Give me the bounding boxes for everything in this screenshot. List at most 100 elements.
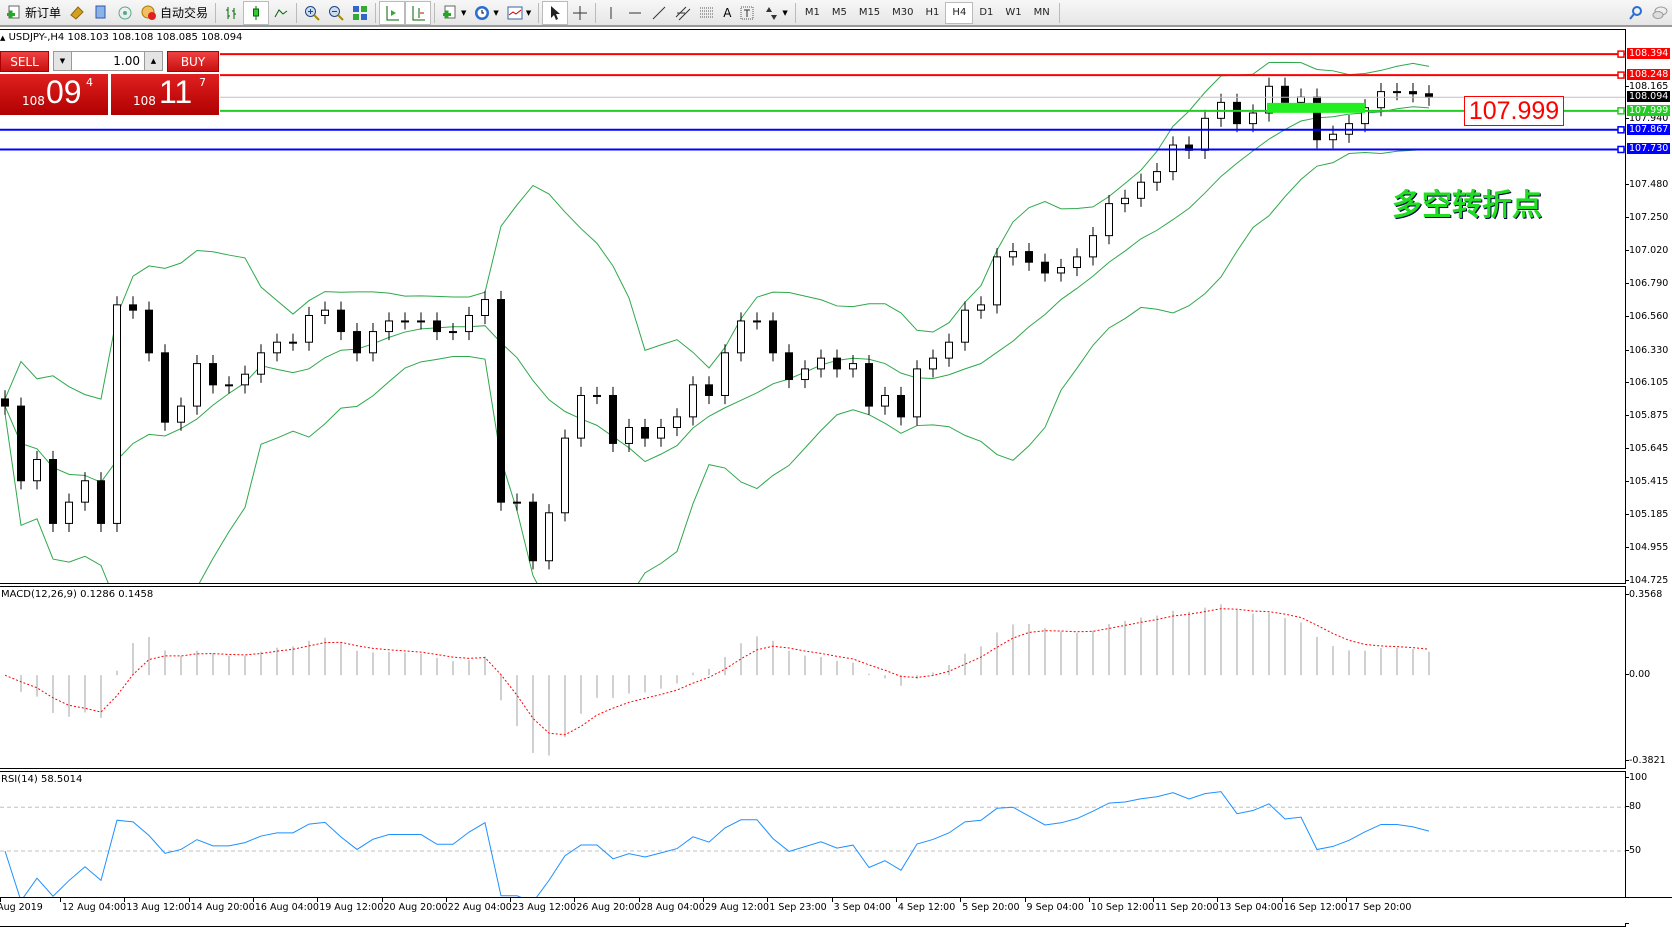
candle <box>705 376 713 405</box>
candle <box>897 386 905 426</box>
timeframe-mn[interactable]: MN <box>1033 7 1050 18</box>
time-label: 29 Aug 12:00 <box>705 902 770 913</box>
candle <box>353 322 361 362</box>
chart-window: ▲ USDJPY-,H4 108.103 108.108 108.085 108… <box>0 29 1672 952</box>
data-window-button[interactable] <box>89 1 113 25</box>
candle <box>1089 227 1097 266</box>
zoom-in-button[interactable] <box>300 1 324 25</box>
sell-price-fraction: 4 <box>86 76 93 89</box>
candle <box>1233 93 1241 133</box>
auto-scroll-button[interactable] <box>379 0 406 25</box>
vertical-line-button[interactable] <box>599 1 623 25</box>
sell-button[interactable]: SELL <box>0 51 49 72</box>
sell-price[interactable]: 108 09 4 <box>0 74 108 115</box>
line-chart-button[interactable] <box>269 1 293 25</box>
candle <box>801 360 809 389</box>
timeframe-h1[interactable]: H1 <box>925 7 940 18</box>
time-label: 14 Aug 20:00 <box>190 902 255 913</box>
price-axis[interactable]: 108.165 107.940 107.480 107.250 107.020 106.7… <box>1626 29 1672 586</box>
buy-price[interactable]: 108 11 7 <box>111 74 219 115</box>
candlestick-button[interactable] <box>243 0 270 25</box>
database-icon <box>95 5 106 18</box>
buy-button[interactable]: BUY <box>167 51 219 72</box>
one-click-trading-panel: SELL ▼ 1.00 ▲ BUY 108 09 4 108 11 7 <box>0 51 220 115</box>
separator <box>1058 2 1060 23</box>
auto-trading-button[interactable]: 自动交易 <box>137 1 212 25</box>
candle <box>1169 136 1177 181</box>
time-tick <box>60 898 61 902</box>
level-handle[interactable] <box>1617 107 1625 115</box>
chat-button[interactable] <box>1648 1 1672 25</box>
timeframe-d1[interactable]: D1 <box>979 7 994 18</box>
level-price-tag: 107.730 <box>1627 143 1671 155</box>
price-tick <box>1626 480 1629 482</box>
fibonacci-button[interactable] <box>695 1 719 25</box>
candle <box>753 312 761 330</box>
time-tick <box>252 898 254 902</box>
candle <box>1409 82 1417 103</box>
price-tick-label: 105.415 <box>1629 475 1669 487</box>
decrease-lot-button[interactable]: ▼ <box>54 52 72 70</box>
level-handle[interactable] <box>1617 145 1625 154</box>
macd-title: MACD(12,26,9) 0.1286 0.1458 <box>1 589 154 600</box>
price-tick <box>1626 546 1629 548</box>
price-pane[interactable]: ▲ USDJPY-,H4 108.103 108.108 108.085 108… <box>0 29 1626 584</box>
time-tick <box>381 898 383 902</box>
lot-size-stepper[interactable]: ▼ 1.00 ▲ <box>53 51 163 71</box>
price-tick <box>1626 349 1629 351</box>
timeframe-m30[interactable]: M30 <box>892 7 914 18</box>
candle <box>113 296 121 533</box>
candle <box>785 344 793 389</box>
level-handle[interactable] <box>1617 126 1625 134</box>
macd-axis: 0.3568 0.00 -0.3821 <box>1626 586 1672 769</box>
search-button[interactable] <box>1624 1 1648 25</box>
candle <box>129 296 137 319</box>
chevron-down-icon: ▼ <box>782 8 788 17</box>
level-handle[interactable] <box>1617 71 1625 79</box>
indicators-button[interactable]: ▼ <box>438 1 470 25</box>
rsi-tick <box>1626 777 1629 778</box>
periods-button[interactable]: ▼ <box>470 1 502 25</box>
time-label: 5 Sep 20:00 <box>962 902 1020 913</box>
rsi-line <box>4 791 1430 903</box>
lot-size-input[interactable]: 1.00 <box>113 54 140 68</box>
equidistant-channel-button[interactable] <box>671 1 695 25</box>
navigator-button[interactable] <box>113 1 137 25</box>
level-handle[interactable] <box>1617 50 1625 58</box>
arrows-button[interactable]: ▼ <box>759 1 791 25</box>
trendline-button[interactable] <box>647 1 671 25</box>
text-label-button[interactable] <box>735 1 759 25</box>
separator <box>375 2 377 23</box>
pivot-price-annotation[interactable]: 107.999 <box>1464 96 1564 126</box>
timeframe-m1[interactable]: M1 <box>804 7 820 18</box>
macd-pane[interactable]: MACD(12,26,9) 0.1286 0.1458 <box>0 586 1626 769</box>
horizontal-line-icon <box>629 12 642 13</box>
templates-button[interactable]: ▼ <box>503 1 535 25</box>
tile-windows-button[interactable] <box>348 1 372 25</box>
chat-icon <box>1652 6 1668 19</box>
chart-shift-button[interactable] <box>405 0 432 25</box>
horizontal-line-button[interactable] <box>623 1 647 25</box>
crosshair-button[interactable] <box>568 1 592 25</box>
buy-price-fraction: 7 <box>199 76 206 89</box>
candle <box>657 418 665 447</box>
text-button[interactable]: A <box>719 1 735 25</box>
time-tick <box>831 898 833 902</box>
timeframe-m5[interactable]: M5 <box>831 7 847 18</box>
price-tick <box>1626 447 1629 449</box>
time-label: 4 Sep 12:00 <box>897 902 956 913</box>
bar-chart-button[interactable] <box>219 1 243 25</box>
market-watch-button[interactable] <box>65 1 89 25</box>
zoom-out-button[interactable] <box>324 1 348 25</box>
new-order-button[interactable]: 新订单 <box>2 1 65 25</box>
cursor-button[interactable] <box>542 0 569 25</box>
increase-lot-button[interactable]: ▲ <box>144 52 162 70</box>
candle <box>193 354 201 415</box>
candle <box>881 386 889 415</box>
buy-price-pips: 11 <box>159 74 193 110</box>
timeframe-m15[interactable]: M15 <box>858 7 881 18</box>
timeframe-w1[interactable]: W1 <box>1005 7 1022 18</box>
pivot-text-annotation[interactable]: 多空转折点 <box>1392 188 1542 223</box>
timeframe-h4[interactable]: H4 <box>945 1 974 24</box>
